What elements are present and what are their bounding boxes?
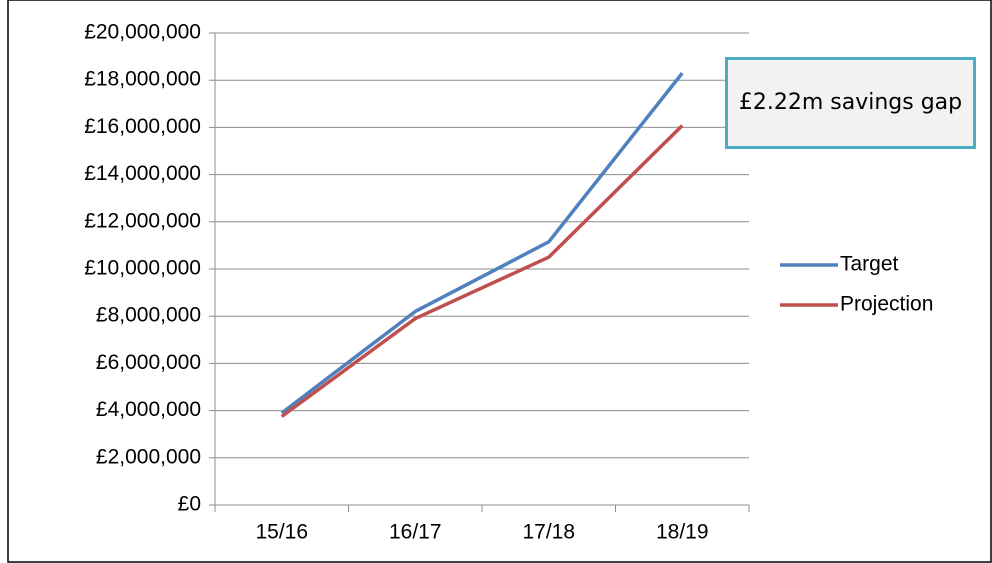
y-tick-label: £18,000,000 bbox=[84, 68, 201, 91]
chart-frame bbox=[7, 0, 992, 563]
x-tick-label: 15/16 bbox=[255, 521, 308, 544]
x-tick-label: 16/17 bbox=[389, 521, 442, 544]
y-tick-label: £6,000,000 bbox=[96, 351, 201, 374]
y-tick-label: £12,000,000 bbox=[84, 209, 201, 232]
x-tick-label: 18/19 bbox=[656, 521, 709, 544]
y-tick-label: £16,000,000 bbox=[84, 115, 201, 138]
y-tick-label: £10,000,000 bbox=[84, 257, 201, 280]
annotation: £2.22m savings gap bbox=[725, 57, 976, 149]
legend-label: Target bbox=[840, 253, 899, 276]
x-tick-label: 17/18 bbox=[522, 521, 575, 544]
line-series bbox=[280, 124, 684, 418]
line-series bbox=[280, 72, 684, 415]
y-tick-label: £8,000,000 bbox=[96, 304, 201, 327]
legend-label: Projection bbox=[840, 293, 933, 316]
y-tick-label: £14,000,000 bbox=[84, 162, 201, 185]
y-tick-label: £0 bbox=[178, 493, 201, 516]
y-tick-label: £2,000,000 bbox=[96, 445, 201, 468]
y-tick-label: £20,000,000 bbox=[84, 21, 201, 44]
y-tick-label: £4,000,000 bbox=[96, 398, 201, 421]
